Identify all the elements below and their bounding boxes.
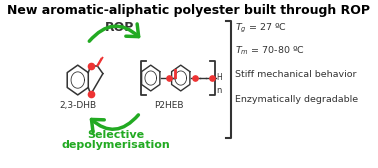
- Text: 2,3-DHB: 2,3-DHB: [59, 101, 96, 110]
- Text: P2HEB: P2HEB: [154, 101, 183, 110]
- Text: n: n: [217, 86, 222, 95]
- FancyArrowPatch shape: [91, 115, 138, 132]
- Text: Enzymatically degradable: Enzymatically degradable: [235, 95, 358, 104]
- Text: New aromatic-aliphatic polyester built through ROP: New aromatic-aliphatic polyester built t…: [7, 4, 370, 17]
- Text: ROP: ROP: [105, 20, 135, 34]
- Text: H: H: [217, 73, 222, 81]
- Text: Stiff mechanical behavior: Stiff mechanical behavior: [235, 70, 356, 79]
- Text: $T_m$ = 70-80 ºC: $T_m$ = 70-80 ºC: [235, 44, 305, 56]
- FancyArrowPatch shape: [89, 24, 139, 41]
- Text: $T_g$ = 27 ºC: $T_g$ = 27 ºC: [235, 22, 287, 35]
- Text: Selective
depolymerisation: Selective depolymerisation: [62, 130, 170, 150]
